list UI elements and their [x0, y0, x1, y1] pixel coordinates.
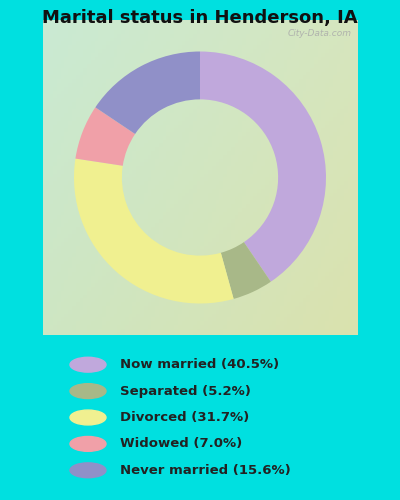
Text: Never married (15.6%): Never married (15.6%)	[120, 464, 291, 477]
Wedge shape	[74, 158, 234, 304]
Text: Separated (5.2%): Separated (5.2%)	[120, 384, 251, 398]
Text: Now married (40.5%): Now married (40.5%)	[120, 358, 279, 371]
Circle shape	[70, 384, 106, 398]
Text: Divorced (31.7%): Divorced (31.7%)	[120, 411, 249, 424]
Wedge shape	[95, 52, 200, 134]
Text: City-Data.com: City-Data.com	[287, 30, 351, 38]
Text: Widowed (7.0%): Widowed (7.0%)	[120, 438, 242, 450]
Circle shape	[70, 463, 106, 477]
Wedge shape	[76, 108, 135, 166]
Wedge shape	[221, 242, 271, 299]
Circle shape	[70, 436, 106, 452]
Circle shape	[70, 410, 106, 425]
Wedge shape	[200, 52, 326, 282]
Circle shape	[70, 358, 106, 372]
Text: Marital status in Henderson, IA: Marital status in Henderson, IA	[42, 8, 358, 26]
